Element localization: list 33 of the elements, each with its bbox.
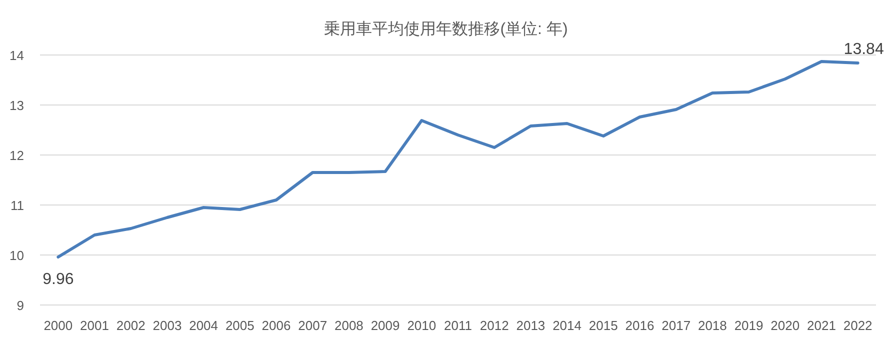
x-tick-label: 2002 — [116, 318, 146, 333]
x-tick-label: 2009 — [370, 318, 400, 333]
data-label: 13.84 — [844, 41, 884, 58]
y-tick-label: 12 — [10, 148, 24, 163]
x-tick-label: 2004 — [189, 318, 218, 333]
y-tick-label: 10 — [10, 248, 24, 263]
x-tick-label: 2017 — [662, 318, 691, 333]
line-series — [56, 60, 860, 258]
x-tick-label: 2003 — [152, 318, 182, 333]
data-label: 9.96 — [42, 271, 74, 288]
x-tick-label: 2008 — [334, 318, 364, 333]
y-tick-label: 13 — [10, 98, 24, 113]
y-tick-label: 14 — [10, 48, 24, 63]
x-tick-label: 2006 — [262, 318, 291, 333]
x-tick-label: 2014 — [552, 318, 582, 333]
x-tick-label: 2005 — [225, 318, 254, 333]
x-tick-label: 2020 — [770, 318, 800, 333]
x-tick-label: 2019 — [734, 318, 764, 333]
x-tick-label: 2001 — [80, 318, 109, 333]
x-tick-label: 2010 — [407, 318, 436, 333]
x-tick-label: 2007 — [298, 318, 328, 333]
x-tick-label: 2013 — [516, 318, 546, 333]
x-tick-label: 2012 — [480, 318, 509, 333]
y-tick-label: 9 — [16, 298, 24, 313]
y-tick-label: 11 — [10, 198, 24, 213]
x-tick-label: 2015 — [588, 318, 618, 333]
x-tick-label: 2016 — [625, 318, 654, 333]
x-tick-label: 2000 — [44, 318, 73, 333]
chart-title: 乗用車平均使用年数推移(単位: 年) — [324, 20, 568, 38]
x-tick-label: 2018 — [698, 318, 727, 333]
x-tick-label: 2011 — [444, 318, 472, 333]
x-tick-label: 2022 — [843, 318, 872, 333]
x-tick-label: 2021 — [807, 318, 836, 333]
